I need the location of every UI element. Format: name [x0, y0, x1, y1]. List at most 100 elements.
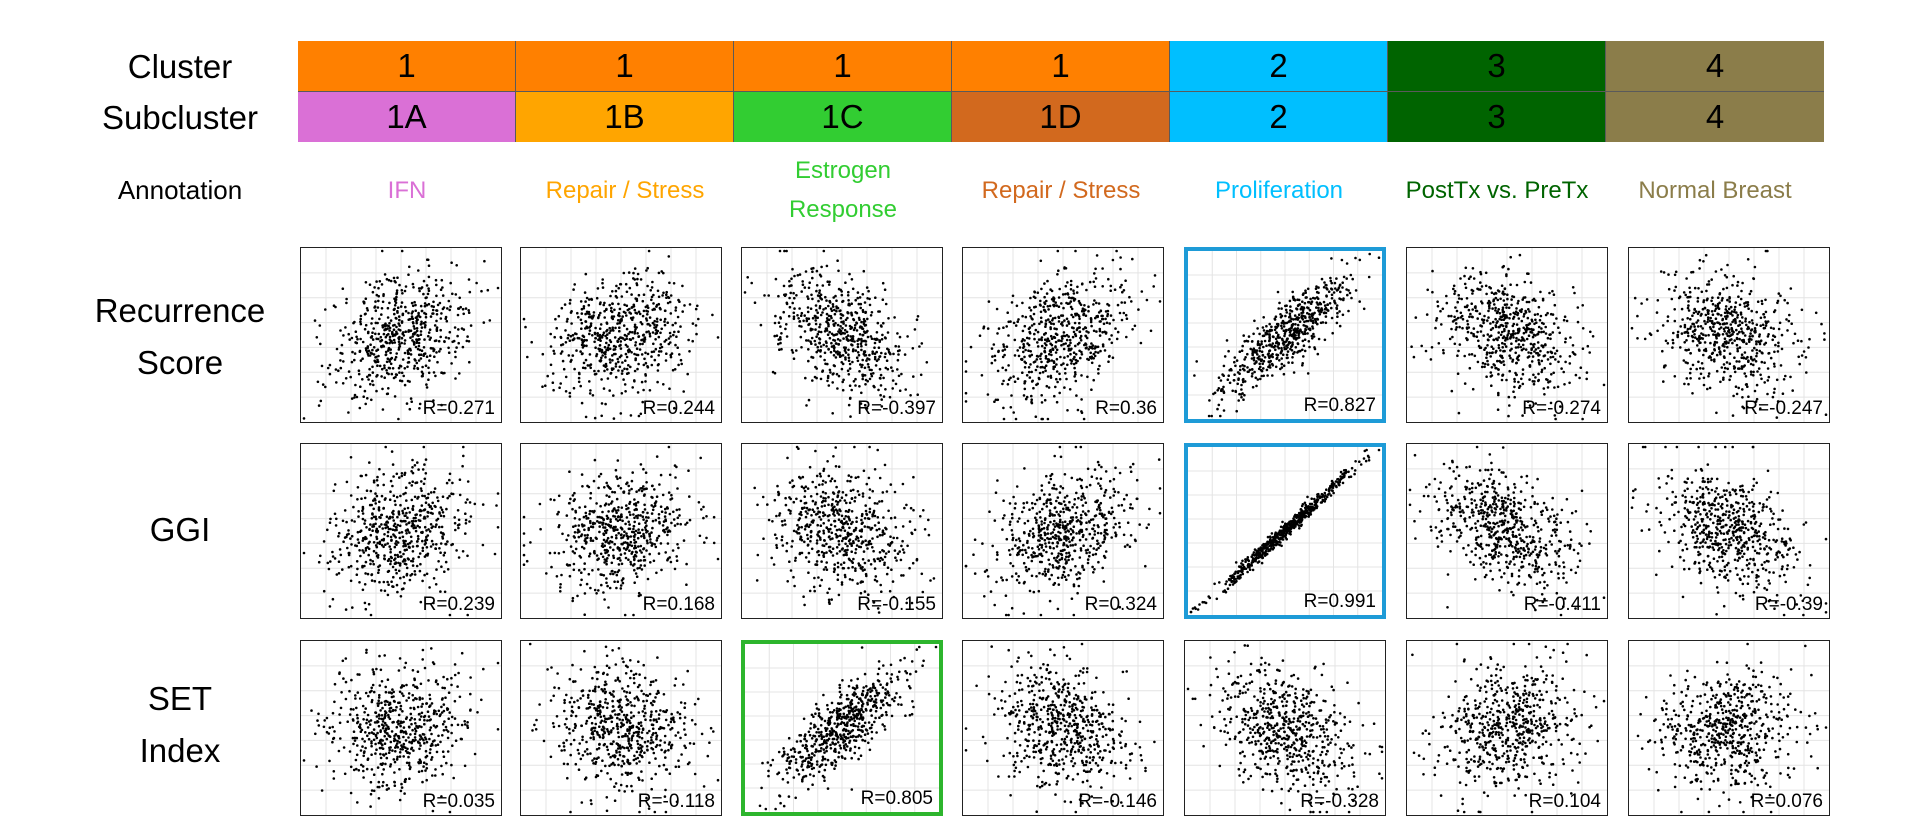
data-point [383, 376, 386, 379]
data-point [447, 337, 451, 340]
data-point [391, 341, 394, 345]
data-point [1222, 409, 1226, 412]
data-point [1707, 374, 1710, 378]
data-point [1313, 347, 1317, 351]
data-point [824, 307, 827, 310]
data-point [1552, 371, 1555, 375]
data-point [594, 372, 598, 376]
data-point [1697, 287, 1700, 290]
data-point [398, 531, 401, 535]
data-point [423, 525, 427, 529]
data-point [1741, 405, 1744, 409]
data-point [1517, 317, 1521, 320]
data-point [813, 339, 817, 343]
data-point [663, 323, 667, 327]
data-point [405, 499, 408, 502]
data-point [1260, 374, 1263, 378]
data-point [1216, 389, 1219, 392]
data-point [1514, 332, 1517, 335]
data-point [791, 351, 795, 354]
data-point [468, 290, 472, 294]
data-point [1455, 309, 1459, 313]
data-point [1722, 378, 1725, 381]
data-point [800, 311, 804, 315]
data-point [1525, 337, 1529, 341]
data-point [1693, 325, 1696, 328]
data-point [1687, 382, 1690, 386]
data-point [439, 328, 442, 332]
data-point [1434, 326, 1437, 330]
data-point [1540, 368, 1544, 372]
data-point [798, 273, 802, 276]
data-point [629, 316, 633, 320]
data-point [1017, 354, 1021, 358]
data-point [964, 370, 968, 373]
data-point [875, 331, 879, 334]
data-point [789, 291, 792, 295]
data-point [1529, 342, 1533, 346]
data-point [879, 324, 883, 327]
data-point [1706, 387, 1709, 391]
data-point [1032, 322, 1036, 326]
data-point [1303, 301, 1307, 305]
data-point [1695, 337, 1699, 341]
data-point [1023, 360, 1026, 364]
data-point [1304, 296, 1308, 299]
data-point [1585, 377, 1588, 381]
data-point [864, 323, 868, 327]
data-point [1275, 326, 1278, 330]
data-point [619, 412, 623, 415]
data-point [374, 522, 377, 526]
data-point [1550, 373, 1553, 376]
data-point [695, 332, 698, 336]
data-point [1265, 324, 1268, 328]
data-point [410, 498, 414, 502]
data-point [402, 542, 406, 545]
data-point [1074, 379, 1078, 383]
data-point [791, 301, 794, 305]
data-point [773, 371, 777, 375]
data-point [409, 329, 413, 332]
data-point [919, 373, 923, 377]
data-point [1060, 314, 1063, 317]
data-point [1516, 346, 1520, 349]
data-point [414, 309, 417, 312]
data-point [569, 334, 573, 338]
data-point [577, 315, 580, 319]
data-point [1290, 310, 1294, 313]
data-point [996, 332, 999, 335]
data-point [435, 309, 439, 312]
data-point [366, 352, 370, 356]
data-point [403, 559, 407, 562]
data-point [1744, 317, 1747, 320]
data-point [352, 505, 355, 509]
data-point [1022, 342, 1025, 346]
data-point [428, 338, 432, 341]
data-point [407, 356, 410, 360]
data-point [1293, 350, 1296, 354]
data-point [993, 354, 997, 358]
data-point [1098, 364, 1101, 368]
data-point [389, 560, 393, 563]
data-point [805, 404, 808, 407]
data-point [1073, 366, 1076, 370]
data-point [1266, 330, 1269, 333]
data-point [372, 383, 375, 387]
data-point [1724, 342, 1728, 345]
data-point [1542, 322, 1545, 326]
data-point [885, 359, 889, 362]
data-point [1271, 352, 1274, 356]
data-point [1273, 328, 1277, 332]
data-point [1298, 303, 1302, 306]
data-point [1262, 367, 1265, 370]
data-point [1440, 323, 1443, 326]
data-point [1044, 354, 1048, 358]
data-point [1336, 311, 1339, 315]
data-point [896, 349, 900, 353]
data-point [645, 269, 648, 272]
data-point [1084, 314, 1088, 317]
data-point [842, 337, 845, 340]
data-point [1274, 365, 1278, 369]
data-point [1726, 367, 1729, 371]
data-point [317, 560, 321, 564]
